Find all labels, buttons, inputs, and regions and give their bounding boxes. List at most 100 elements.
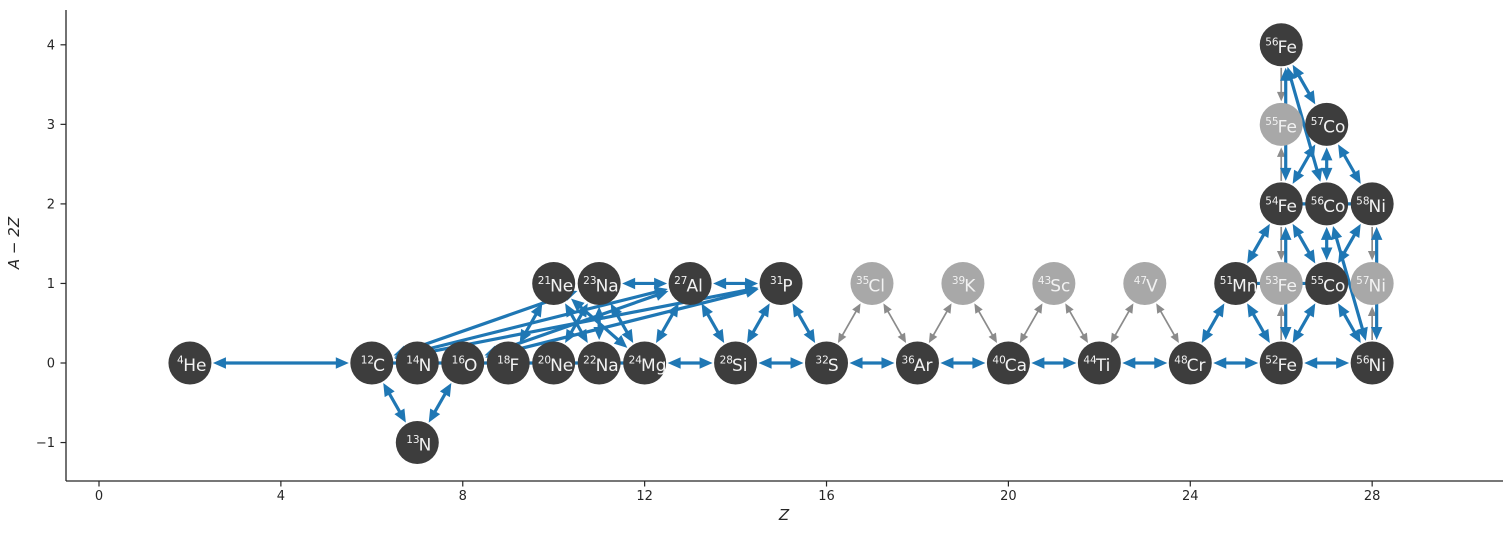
arrowhead (1349, 169, 1361, 184)
arrowhead (1079, 332, 1088, 344)
nuclide-node-p31 (759, 261, 803, 305)
reaction-edge-co57-ni58 (1342, 153, 1357, 176)
nuclide-label-p31: 31P (770, 275, 793, 297)
nuclide-label-he4: 4He (177, 355, 206, 377)
arrowhead (758, 303, 770, 318)
nuclide-label-co57: 57Co (1311, 116, 1346, 138)
arrowhead (1349, 328, 1361, 344)
arrowhead (1367, 250, 1377, 261)
arrowhead (656, 328, 668, 344)
reaction-edge-mn51-fe54 (1251, 232, 1266, 255)
x-tick-label: 28 (1364, 489, 1381, 504)
nuclide-label-cl35: 35Cl (856, 275, 885, 297)
x-tick-label: 4 (277, 489, 285, 504)
nuclide-label-co55: 55Co (1311, 275, 1346, 297)
nuclide-node-ti44 (1077, 341, 1121, 385)
nuclide-node-ni56 (1350, 341, 1394, 385)
arrowhead (972, 357, 986, 369)
nuclide-node-ne21 (532, 261, 576, 305)
reaction-edge-mn51-fe52 (1251, 312, 1266, 335)
reaction-edge-ti44-v47 (1113, 309, 1131, 337)
arrowhead (654, 289, 669, 301)
nuclide-node-fe55 (1259, 102, 1303, 146)
reaction-edge-c12-al27 (404, 290, 658, 357)
arrowhead (928, 332, 938, 344)
nuclide-node-cr48 (1168, 341, 1212, 385)
arrowhead (1201, 328, 1214, 344)
nuclide-label-ne20: 20Ne (538, 355, 574, 377)
arrowhead (1336, 357, 1350, 369)
reaction-edge-co55-ni56 (1342, 312, 1357, 335)
reaction-edge-fe56-co56 (1289, 77, 1319, 172)
arrowhead (1303, 303, 1316, 318)
reaction-edge-cr48-mn51 (1205, 312, 1221, 335)
arrowhead (1279, 327, 1292, 340)
arrowhead (1303, 90, 1316, 105)
nuclide-label-sc43: 43Sc (1038, 275, 1071, 297)
nuclide-node-fe53 (1259, 261, 1303, 305)
nuclide-label-fe53: 53Fe (1265, 275, 1297, 297)
nuclide-label-ni57: 57Ni (1356, 275, 1386, 297)
nuclide-node-fe54 (1259, 182, 1303, 226)
arrowhead (621, 328, 634, 344)
nuclide-node-ca40 (986, 341, 1030, 385)
arrowhead (758, 357, 772, 369)
nuclide-label-mg24: 24Mg (629, 355, 667, 377)
reaction-edge-s32-cl35 (840, 309, 858, 337)
arrowhead (394, 408, 406, 423)
arrowhead (530, 303, 543, 318)
arrowhead (383, 382, 395, 398)
nuclide-label-ca40: 40Ca (992, 355, 1027, 377)
arrowhead (1279, 226, 1292, 240)
reaction-edge-v47-cr48 (1159, 309, 1176, 337)
arrowhead (745, 277, 759, 290)
nuclide-node-co56 (1305, 182, 1349, 226)
arrowhead (212, 357, 226, 369)
nuclide-node-n13 (395, 421, 439, 465)
reaction-edge-k39-ca40 (977, 309, 995, 337)
nuclide-node-v47 (1123, 261, 1167, 305)
nuclide-label-mn51: 51Mn (1220, 275, 1258, 297)
arrowhead (1063, 357, 1077, 369)
arrowhead (849, 357, 863, 369)
x-axis-label: Z (778, 506, 790, 524)
nuclide-node-he4 (168, 341, 212, 385)
nuclide-node-ni58 (1350, 182, 1394, 226)
nuclide-label-cr48: 48Cr (1174, 355, 1205, 377)
x-tick-label: 16 (818, 489, 835, 504)
reaction-edge-mg24-al27 (660, 312, 675, 335)
arrowhead (940, 357, 954, 369)
nuclide-node-co57 (1305, 102, 1349, 146)
y-tick-label: 1 (47, 277, 55, 292)
reaction-edge-co56-ni56 (1334, 236, 1365, 331)
arrowhead (622, 277, 636, 290)
nuclide-node-n14 (395, 341, 439, 385)
arrowhead (1370, 327, 1383, 340)
nuclide-label-fe56: 56Fe (1265, 36, 1297, 58)
arrowhead (943, 303, 952, 314)
reaction-edge-n13-o16 (432, 391, 448, 414)
arrowhead (335, 357, 349, 369)
nuclide-label-co56: 56Co (1311, 195, 1346, 217)
nuclide-label-ni58: 58Ni (1356, 195, 1386, 217)
nuclide-label-fe52: 52Fe (1265, 355, 1297, 377)
arrowhead (1276, 147, 1286, 157)
reaction-edge-co55-fe54 (1296, 232, 1312, 255)
arrowhead (1212, 303, 1225, 318)
arrowhead (1320, 167, 1333, 181)
arrowhead (897, 332, 907, 344)
y-tick-label: 0 (47, 357, 55, 372)
nuclide-label-c12: 12C (361, 355, 385, 377)
nuclide-node-s32 (805, 341, 849, 385)
nuclide-node-mn51 (1214, 261, 1258, 305)
arrowhead (744, 286, 759, 298)
nuclide-node-cl35 (850, 261, 894, 305)
arrowhead (667, 303, 679, 318)
arrowhead (701, 303, 713, 318)
reaction-edge-al27-si28 (705, 312, 721, 335)
arrowhead (712, 328, 725, 344)
arrowhead (1320, 247, 1333, 261)
arrowhead (1292, 223, 1305, 239)
arrowhead (1110, 332, 1120, 344)
